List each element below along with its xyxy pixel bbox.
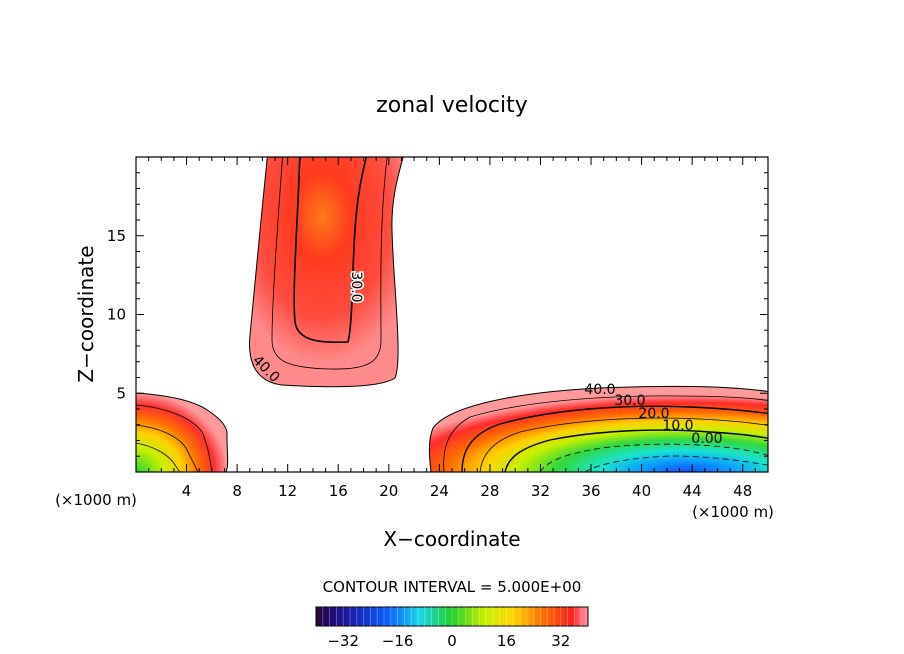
y-tick-labels: 5 10 15 [107,227,126,403]
contour-label: 0.00 [691,431,722,447]
colorbar-tick-label: 32 [551,632,570,650]
colorbar-tick-label: −32 [327,632,359,650]
contour-label: 30.0 [614,393,645,409]
x-axis-label: X−coordinate [383,527,520,551]
y-tick-label: 5 [116,384,126,402]
x-unit-right: (×1000 m) [692,503,774,521]
right-contour-3 [479,417,768,472]
left-lower-jet-fill [136,392,229,472]
upper-jet-contour-40 [271,157,388,370]
contour-label: 10.0 [662,418,693,434]
x-tick-label: 28 [480,482,499,500]
colorbar-tick-label: 0 [447,632,457,650]
colorbar-stripes [322,607,582,626]
colorbar-tick-label: 16 [497,632,516,650]
x-tick-labels: 4 8 12 16 20 24 28 32 36 40 44 48 [182,482,752,500]
y-tick-label: 15 [107,227,126,245]
x-tick-label: 24 [430,482,449,500]
right-contour-2 [461,405,768,472]
x-tick-label: 40 [632,482,651,500]
right-contour-1 [443,395,768,472]
x-unit-left: (×1000 m) [55,491,137,509]
colorbar-tick-labels: −32 −16 0 16 32 [327,632,570,650]
x-tick-label: 36 [581,482,600,500]
x-tick-label: 12 [278,482,297,500]
right-contour-5 [539,443,768,472]
left-contour-1 [136,404,213,472]
right-lower-jet-fill [428,385,768,472]
contour-interval-text: CONTOUR INTERVAL = 5.000E+00 [323,578,582,596]
axis-ticks [136,157,768,472]
left-contour-3 [136,442,181,472]
colorbar-tick-label: −16 [382,632,414,650]
upper-jet-fill [249,157,404,388]
x-tick-label: 20 [379,482,398,500]
colorbar [315,606,589,627]
upper-jet-contour-30 [293,157,368,344]
chart-title: zonal velocity [376,93,528,118]
right-contour-6 [584,455,768,472]
right-contour-4 [504,429,768,472]
x-tick-label: 32 [531,482,550,500]
contour-label: 20.0 [638,406,669,422]
contour-label: 30.0 [348,271,364,302]
x-tick-label: 4 [182,482,192,500]
x-tick-label: 8 [232,482,242,500]
left-contour-2 [136,424,199,472]
contour-label: 40.0 [584,382,615,398]
y-axis-label: Z−coordinate [74,245,98,382]
x-tick-label: 16 [329,482,348,500]
y-tick-label: 10 [107,306,126,324]
x-tick-label: 48 [733,482,752,500]
contour-labels: 30.0 40.0 40.0 30.0 20.0 10.0 0.00 [249,270,722,447]
contour-fields [136,157,768,472]
x-tick-label: 44 [683,482,702,500]
